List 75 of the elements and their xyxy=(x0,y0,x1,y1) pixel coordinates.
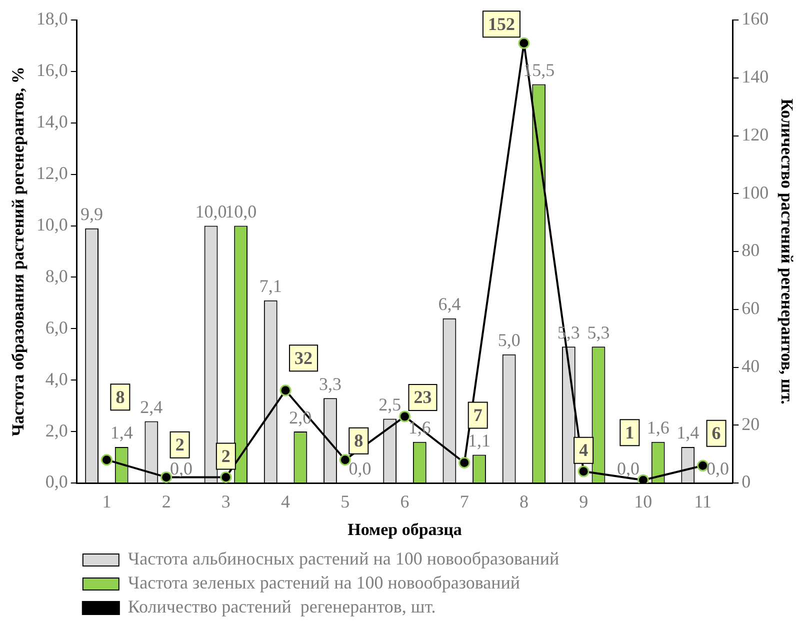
point xyxy=(339,454,351,466)
y2-tick-label: 60 xyxy=(742,298,760,318)
data-label: 10,0 xyxy=(225,202,257,222)
x-tick-label: 11 xyxy=(694,492,712,512)
y-tick-label: 4,0 xyxy=(45,368,68,389)
x-tick-label: 7 xyxy=(460,492,469,512)
y-tick-label: 2,0 xyxy=(45,420,68,440)
point xyxy=(100,454,112,466)
x-tick-label: 6 xyxy=(400,492,410,512)
data-label: 9,9 xyxy=(80,204,104,224)
data-label: 8 xyxy=(354,430,364,451)
data-label: 23 xyxy=(414,387,432,408)
x-tick-label: 8 xyxy=(519,492,528,512)
data-label: 0,0 xyxy=(348,458,372,479)
y2-tick-label: 20 xyxy=(742,414,760,434)
legend-label: Частота альбиносных растений на 100 новообразований xyxy=(128,548,560,569)
data-label: 1,4 xyxy=(110,422,133,443)
x-tick-label: 4 xyxy=(281,492,290,512)
x-tick-label: 10 xyxy=(634,492,652,512)
data-label: 2,4 xyxy=(140,397,163,417)
x-tick-label: 2 xyxy=(162,492,171,512)
data-label: 1,1 xyxy=(468,430,491,450)
data-label: 1,4 xyxy=(676,422,700,443)
point xyxy=(458,456,470,468)
point xyxy=(578,466,590,478)
y2-tick-label: 100 xyxy=(742,182,769,202)
data-label: 0,0 xyxy=(617,458,640,479)
data-label: 152 xyxy=(488,14,515,34)
y-tick-label: 18,0 xyxy=(36,8,68,29)
data-label: 6,4 xyxy=(438,294,461,314)
y2-tick-label: 160 xyxy=(742,8,769,29)
data-label: 1,6 xyxy=(646,418,670,438)
y2-tick-label: 120 xyxy=(742,124,769,144)
y-tick-label: 6,0 xyxy=(45,317,68,338)
data-label: 5,0 xyxy=(498,330,520,350)
point xyxy=(280,384,292,396)
point xyxy=(160,471,172,483)
data-label: 0,0 xyxy=(706,458,729,479)
data-label: 7,1 xyxy=(259,276,282,296)
point xyxy=(518,37,530,49)
x-tick-label: 9 xyxy=(579,492,588,512)
x-tick-label: 5 xyxy=(340,492,350,512)
x-tick-label: 3 xyxy=(221,492,230,512)
data-label: 8 xyxy=(116,386,125,407)
y-tick-label: 12,0 xyxy=(36,163,68,184)
data-label: 4 xyxy=(579,440,588,460)
y2-tick-label: 0 xyxy=(742,472,751,492)
data-label: 10,0 xyxy=(195,202,227,222)
y-tick-label: 10,0 xyxy=(36,214,68,235)
point xyxy=(220,471,232,483)
point xyxy=(399,410,410,422)
data-label: 2,5 xyxy=(378,394,402,414)
data-label: 5,3 xyxy=(587,322,610,342)
legend-label: Количество растений регенерантов, шт. xyxy=(128,596,436,617)
data-label: 3,3 xyxy=(318,374,342,394)
data-label: 32 xyxy=(294,348,313,368)
data-label: 2 xyxy=(175,434,184,455)
legend-label: Частота зеленых растений на 100 новообразований xyxy=(128,572,520,593)
y-axis-title: Частота образования растений регенерантов, % xyxy=(8,66,28,436)
y-tick-label: 0,0 xyxy=(45,472,68,492)
x-tick-label: 1 xyxy=(102,492,112,512)
y2-tick-label: 140 xyxy=(742,66,769,87)
y-tick-label: 8,0 xyxy=(45,266,68,286)
y-tick-label: 16,0 xyxy=(36,60,68,80)
data-label: 7 xyxy=(473,404,482,425)
y-tick-label: 14,0 xyxy=(36,112,68,132)
data-label: 1 xyxy=(625,422,634,442)
y2-tick-label: 40 xyxy=(742,356,760,376)
data-label: 0,0 xyxy=(170,458,192,479)
data-label: 2,0 xyxy=(289,407,312,428)
y2-tick-label: 80 xyxy=(742,240,760,260)
y2-axis-title: Количество растений регенерантов, шт. xyxy=(777,98,796,404)
data-label: 6 xyxy=(712,422,721,443)
data-label: 2 xyxy=(221,446,230,466)
x-axis-title: Номер образца xyxy=(348,520,462,540)
